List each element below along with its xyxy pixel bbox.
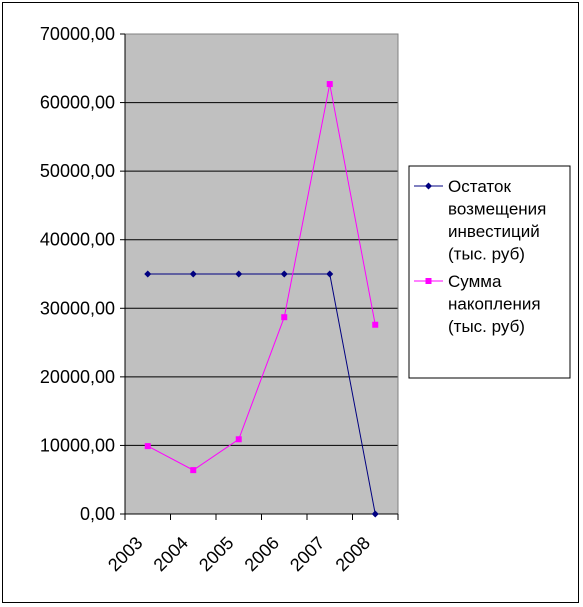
series-2 — [144, 81, 379, 474]
y-tick-label: 10000,00 — [40, 435, 115, 455]
legend-entry-2: Сумма накопления (тыс. руб) — [414, 272, 541, 336]
y-axis-ticks: 0,00 10000,00 20000,00 30000,00 40000,00 5000… — [40, 24, 125, 524]
y-tick-label: 50000,00 — [40, 161, 115, 181]
series-layer — [144, 81, 379, 518]
y-tick-label: 20000,00 — [40, 367, 115, 387]
data-point — [235, 436, 242, 443]
data-point — [326, 270, 334, 278]
legend-label: инвестиций — [448, 222, 540, 241]
legend-box — [408, 165, 571, 379]
legend-label: Сумма — [448, 272, 502, 291]
x-tick-label: 2008 — [332, 533, 374, 575]
legend-label: (тыс. руб) — [448, 245, 525, 264]
x-axis-ticks: 2003 2004 2005 2006 2007 2008 — [104, 514, 399, 575]
data-point — [235, 270, 243, 278]
data-point — [371, 510, 379, 518]
y-tick-label: 30000,00 — [40, 298, 115, 318]
data-point — [189, 270, 197, 278]
x-tick-label: 2004 — [150, 533, 192, 575]
series-1 — [144, 270, 379, 518]
data-point — [281, 314, 288, 321]
legend-swatch-marker — [425, 182, 432, 190]
legend-label: (тыс. руб) — [448, 317, 525, 336]
legend-label: возмещения — [448, 200, 546, 219]
x-tick-label: 2005 — [195, 533, 237, 575]
y-tick-label: 0,00 — [80, 504, 115, 524]
legend-entry-1: Остаток возмещения инвестиций (тыс. руб) — [414, 177, 546, 264]
series-line — [147, 83, 376, 471]
data-point — [280, 270, 288, 278]
data-point — [326, 81, 333, 88]
data-point — [190, 467, 197, 474]
legend-label: Остаток — [448, 177, 511, 196]
legend-swatch-marker — [425, 278, 432, 284]
y-tick-label: 70000,00 — [40, 24, 115, 44]
data-point — [144, 443, 151, 450]
series-line — [147, 273, 376, 515]
x-tick-label: 2006 — [241, 533, 283, 575]
data-point — [144, 270, 152, 278]
data-point — [372, 321, 379, 328]
x-tick-label: 2003 — [104, 533, 146, 575]
y-tick-label: 60000,00 — [40, 93, 115, 113]
y-tick-label: 40000,00 — [40, 230, 115, 250]
x-tick-label: 2007 — [286, 533, 328, 575]
legend-label: накопления — [448, 295, 541, 314]
